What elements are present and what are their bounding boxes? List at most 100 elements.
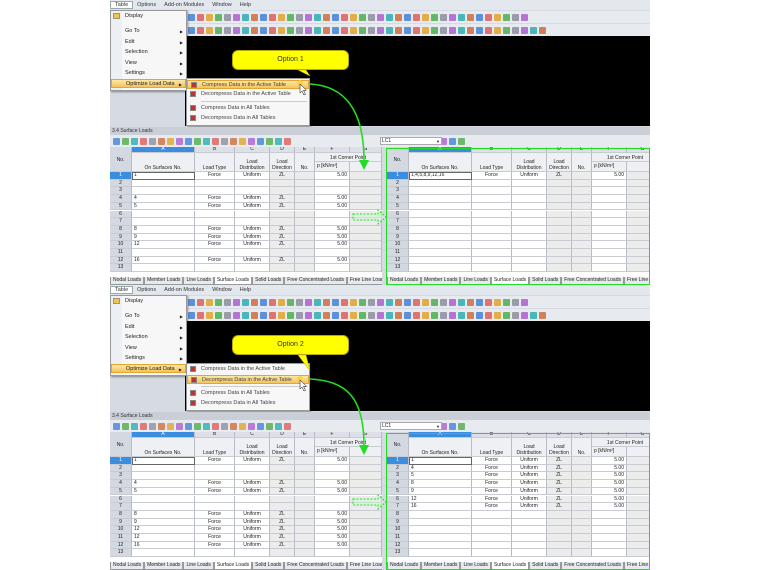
menu-item-settings[interactable]: Settings ▶	[111, 354, 186, 363]
tab-nodal-loads[interactable]: Nodal Loads	[110, 277, 145, 285]
toolbar-button-icon[interactable]	[386, 298, 393, 306]
table-cell[interactable]	[512, 241, 547, 249]
toolbar-button-icon[interactable]	[197, 26, 204, 34]
table-cell[interactable]: 5.00	[315, 195, 350, 203]
toolbar-button-icon[interactable]	[224, 311, 231, 319]
toolbar-button-icon[interactable]	[269, 26, 276, 34]
toolbar-button-icon[interactable]	[503, 26, 510, 34]
table-cell[interactable]	[512, 549, 547, 558]
column-letter-F[interactable]: F	[592, 147, 627, 153]
toolbar-button-icon[interactable]	[242, 311, 249, 319]
table-cell[interactable]: 12	[132, 526, 195, 534]
table-cell[interactable]	[547, 518, 572, 527]
table-cell[interactable]	[195, 187, 235, 196]
table-cell[interactable]: 5.00	[592, 464, 627, 473]
toolbar-button-icon[interactable]	[521, 26, 528, 34]
table-cell[interactable]	[350, 534, 382, 542]
table-cell[interactable]	[472, 233, 512, 242]
toolbar-button-icon[interactable]	[251, 13, 258, 21]
toolbar-button-icon[interactable]	[215, 13, 222, 21]
toolbar-button-icon[interactable]	[323, 298, 330, 306]
toolbar-button-icon[interactable]	[458, 13, 465, 21]
row-number[interactable]: 9	[387, 518, 409, 527]
table-cell[interactable]	[512, 518, 547, 527]
table-cell[interactable]: Force	[195, 487, 235, 496]
table-cell[interactable]	[195, 472, 235, 481]
table-cell[interactable]	[592, 218, 627, 226]
table-cell[interactable]: 5.00	[315, 172, 350, 180]
row-number[interactable]: 3	[110, 187, 132, 196]
row-number[interactable]: 10	[387, 526, 409, 534]
table-cell[interactable]	[572, 202, 592, 211]
table-toolbar-button-icon[interactable]	[266, 422, 273, 430]
table-cell[interactable]: ZL	[270, 225, 295, 234]
table-cell[interactable]: 8	[409, 480, 472, 488]
table-cell[interactable]	[295, 179, 315, 188]
table-cell[interactable]: 5.00	[592, 480, 627, 488]
row-number[interactable]: 12	[110, 256, 132, 265]
table-cell[interactable]	[572, 480, 592, 488]
table-cell[interactable]	[295, 457, 315, 465]
toolbar-button-icon[interactable]	[413, 26, 420, 34]
table-cell[interactable]	[270, 549, 295, 558]
toolbar-button-icon[interactable]	[305, 26, 312, 34]
toolbar-button-icon[interactable]	[449, 26, 456, 34]
table-cell[interactable]: Uniform	[235, 534, 270, 542]
table-cell[interactable]	[350, 503, 382, 511]
table-cell[interactable]	[472, 549, 512, 558]
table-cell[interactable]	[592, 241, 627, 249]
toolbar-button-icon[interactable]	[188, 298, 195, 306]
table-toolbar-button-icon[interactable]	[176, 137, 183, 145]
table-cell[interactable]: Force	[195, 172, 235, 180]
column-letter-B[interactable]: B	[195, 432, 235, 438]
row-number[interactable]: 7	[110, 218, 132, 226]
table-cell[interactable]	[627, 241, 650, 249]
toolbar-button-icon[interactable]	[314, 311, 321, 319]
submenu-item-decompress-data-in-all-tables[interactable]: Decompress Data in All Tables	[187, 114, 309, 123]
toolbar-button-icon[interactable]	[233, 311, 240, 319]
table-cell[interactable]	[132, 218, 195, 226]
table-cell[interactable]	[195, 264, 235, 273]
table-cell[interactable]: ZL	[547, 172, 572, 180]
column-letter-C[interactable]: C	[512, 147, 547, 153]
toolbar-button-icon[interactable]	[413, 311, 420, 319]
toolbar-button-icon[interactable]	[485, 298, 492, 306]
table-cell[interactable]	[572, 487, 592, 496]
column-letter-G[interactable]: G	[350, 147, 382, 153]
table-cell[interactable]	[472, 256, 512, 265]
table-cell[interactable]	[350, 179, 382, 188]
toolbar-button-icon[interactable]	[485, 26, 492, 34]
table-cell[interactable]: Force	[195, 457, 235, 465]
table-cell[interactable]	[409, 195, 472, 203]
table-cell[interactable]	[350, 457, 382, 465]
table-cell[interactable]	[592, 510, 627, 519]
column-letter-G[interactable]: G	[350, 432, 382, 438]
table-cell[interactable]	[235, 187, 270, 196]
menu-item-settings[interactable]: Settings ▶	[111, 69, 186, 78]
tab-member-loads[interactable]: Member Loads	[144, 277, 184, 285]
toolbar-button-icon[interactable]	[494, 311, 501, 319]
toolbar-button-icon[interactable]	[260, 13, 267, 21]
table-cell[interactable]	[350, 495, 382, 504]
table-toolbar-button-icon[interactable]	[449, 137, 456, 145]
table-cell[interactable]: Uniform	[235, 256, 270, 265]
row-number[interactable]: 12	[387, 541, 409, 550]
toolbar-button-icon[interactable]	[521, 13, 528, 21]
table-cell[interactable]	[409, 210, 472, 219]
table-cell[interactable]: Uniform	[235, 541, 270, 550]
table-cell[interactable]	[409, 218, 472, 226]
table-cell[interactable]: 12	[409, 495, 472, 504]
table-cell[interactable]	[547, 218, 572, 226]
table-cell[interactable]	[472, 249, 512, 257]
table-cell[interactable]	[512, 202, 547, 211]
menu-help[interactable]: Help	[239, 2, 252, 8]
table-cell[interactable]: Uniform	[512, 503, 547, 511]
table-cell[interactable]	[270, 495, 295, 504]
table-cell[interactable]: 12	[132, 534, 195, 542]
table-cell[interactable]: Force	[195, 225, 235, 234]
table-cell[interactable]	[315, 503, 350, 511]
row-number[interactable]: 5	[110, 487, 132, 496]
table-cell[interactable]	[350, 480, 382, 488]
toolbar-button-icon[interactable]	[530, 311, 537, 319]
table-cell[interactable]	[547, 202, 572, 211]
